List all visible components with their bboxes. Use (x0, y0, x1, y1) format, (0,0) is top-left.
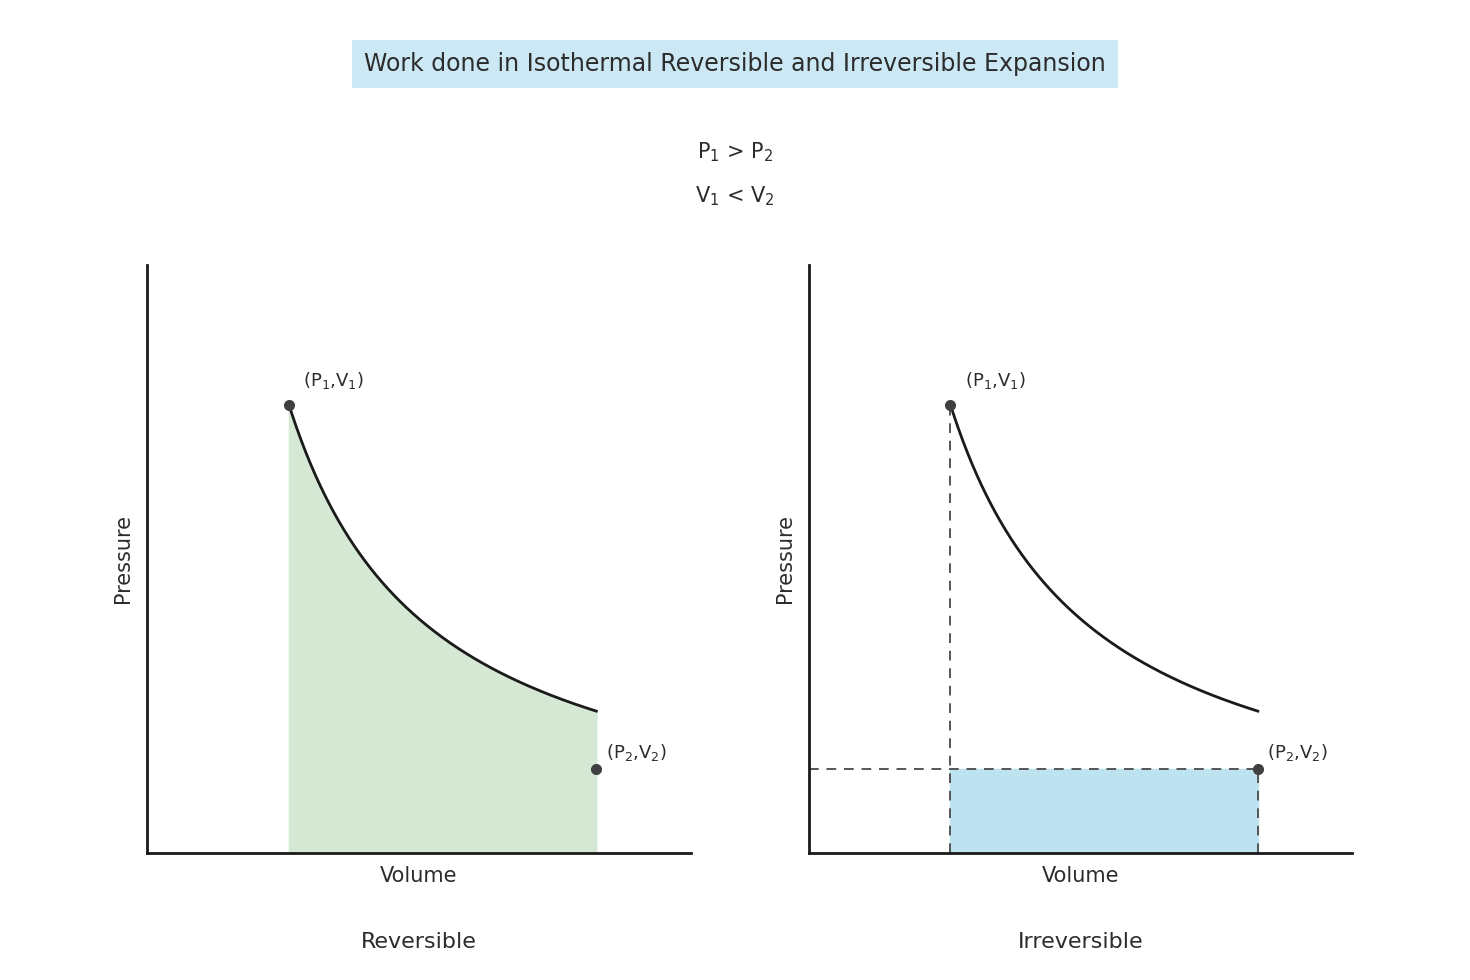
X-axis label: Volume: Volume (1042, 866, 1119, 887)
Text: (P$_1$,V$_1$): (P$_1$,V$_1$) (303, 369, 363, 391)
X-axis label: Volume: Volume (381, 866, 457, 887)
Text: P$_1$ > P$_2$: P$_1$ > P$_2$ (697, 140, 773, 164)
Text: Reversible: Reversible (362, 932, 476, 952)
Text: V$_1$ < V$_2$: V$_1$ < V$_2$ (695, 184, 775, 208)
Text: (P$_2$,V$_2$): (P$_2$,V$_2$) (606, 742, 666, 763)
Text: Irreversible: Irreversible (1017, 932, 1144, 952)
Text: (P$_1$,V$_1$): (P$_1$,V$_1$) (964, 369, 1025, 391)
Text: (P$_2$,V$_2$): (P$_2$,V$_2$) (1267, 742, 1327, 763)
Y-axis label: Pressure: Pressure (775, 514, 795, 603)
Y-axis label: Pressure: Pressure (113, 514, 134, 603)
Text: Work done in Isothermal Reversible and Irreversible Expansion: Work done in Isothermal Reversible and I… (365, 52, 1105, 75)
